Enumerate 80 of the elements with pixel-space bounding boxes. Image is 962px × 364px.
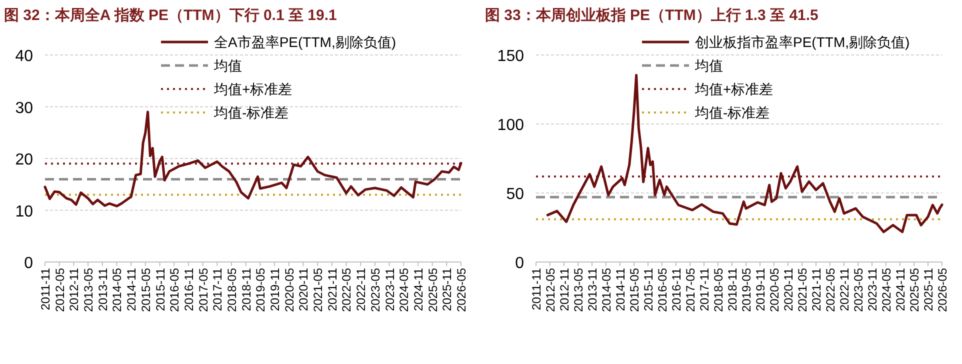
y-tick-label: 100 (497, 117, 524, 134)
x-tick-label: 2025-05 (908, 268, 922, 312)
x-tick-label: 2019-11 (268, 268, 282, 312)
x-tick-label: 2016-11 (182, 268, 196, 312)
x-tick-label: 2020-05 (282, 268, 296, 312)
x-tick-label: 2021-11 (325, 268, 340, 312)
x-tick-label: 2013-11 (586, 268, 600, 312)
x-tick-label: 2025-05 (426, 268, 440, 312)
y-tick-label: 150 (497, 48, 524, 65)
x-tick-label: 2024-11 (894, 268, 908, 312)
x-tick-label: 2017-11 (698, 268, 712, 312)
x-tick-label: 2018-05 (712, 268, 726, 312)
x-tick-label: 2015-05 (138, 268, 153, 312)
x-tick-label: 2018-05 (224, 268, 239, 312)
y-tick-label: 30 (15, 100, 34, 117)
x-tick-label: 2018-11 (726, 268, 740, 312)
x-tick-label: 2017-05 (684, 268, 698, 312)
legend-label: 均值 (213, 58, 242, 74)
x-tick-label: 2022-05 (340, 268, 354, 312)
x-tick-label: 2011-11 (530, 268, 544, 310)
x-tick-label: 2016-11 (670, 268, 684, 312)
x-tick-label: 2013-05 (572, 268, 586, 312)
x-tick-label: 2020-11 (782, 268, 796, 312)
y-tick-label: 0 (515, 255, 524, 272)
x-tick-label: 2011-11 (38, 268, 52, 310)
x-tick-label: 2026-05 (936, 268, 950, 312)
x-tick-label: 2024-05 (880, 268, 894, 312)
x-tick-label: 2023-11 (382, 268, 397, 312)
chart-title: 图 33：本周创业板指 PE（TTM）上行 1.3 至 41.5 (485, 7, 818, 24)
x-tick-label: 2016-05 (168, 268, 182, 312)
x-tick-label: 2012-11 (67, 268, 82, 312)
x-tick-label: 2013-05 (82, 268, 96, 312)
x-tick-label: 2019-11 (754, 268, 768, 312)
line-series (546, 74, 944, 234)
legend-label: 均值+标准差 (694, 81, 774, 97)
x-tick-label: 2015-11 (642, 268, 656, 312)
legend-label: 均值-标准差 (694, 104, 770, 120)
x-tick-label: 2024-11 (411, 268, 426, 312)
x-tick-label: 2012-11 (558, 268, 572, 312)
x-tick-label: 2014-11 (614, 268, 628, 312)
x-tick-label: 2015-11 (153, 268, 168, 312)
legend-label: 全A市盈率PE(TTM,剔除负值) (214, 34, 396, 50)
y-tick-label: 50 (506, 186, 524, 203)
x-tick-label: 2014-05 (110, 268, 124, 312)
x-tick-label: 2021-05 (796, 268, 810, 312)
x-tick-label: 2020-05 (768, 268, 782, 312)
x-tick-label: 2025-11 (440, 268, 454, 312)
x-tick-label: 2026-05 (454, 268, 468, 312)
legend-label: 创业板指市盈率PE(TTM,剔除负值) (695, 34, 910, 50)
x-tick-label: 2017-05 (196, 268, 210, 312)
x-tick-label: 2021-11 (810, 268, 824, 312)
x-tick-label: 2014-11 (124, 268, 139, 312)
x-tick-label: 2015-05 (628, 268, 642, 312)
x-tick-label: 2022-11 (838, 268, 852, 312)
y-tick-label: 40 (15, 48, 34, 65)
y-tick-label: 10 (15, 203, 34, 220)
legend-label: 均值-标准差 (213, 104, 289, 120)
x-tick-label: 2025-11 (922, 268, 936, 312)
legend-label: 均值 (694, 58, 723, 74)
legend-label: 均值+标准差 (213, 81, 292, 97)
x-tick-label: 2013-11 (96, 268, 110, 312)
x-tick-label: 2012-05 (52, 268, 67, 312)
x-tick-label: 2017-11 (210, 268, 225, 312)
x-tick-label: 2019-05 (254, 268, 268, 312)
x-tick-label: 2019-05 (740, 268, 754, 312)
x-tick-label: 2022-11 (354, 268, 368, 312)
x-tick-label: 2022-05 (824, 268, 838, 312)
x-tick-label: 2016-05 (656, 268, 670, 312)
x-tick-label: 2024-05 (397, 268, 412, 312)
x-tick-label: 2018-11 (239, 268, 254, 312)
x-tick-label: 2023-05 (852, 268, 866, 312)
x-tick-label: 2020-11 (296, 268, 311, 312)
x-tick-label: 2012-05 (544, 268, 558, 312)
x-tick-label: 2021-05 (311, 268, 326, 312)
x-tick-label: 2023-05 (368, 268, 382, 312)
x-tick-label: 2023-11 (866, 268, 880, 312)
y-tick-label: 20 (15, 152, 34, 168)
x-tick-label: 2014-05 (600, 268, 614, 312)
chart-title: 图 32：本周全A 指数 PE（TTM）下行 0.1 至 19.1 (4, 7, 337, 24)
y-tick-label: 0 (24, 255, 34, 272)
